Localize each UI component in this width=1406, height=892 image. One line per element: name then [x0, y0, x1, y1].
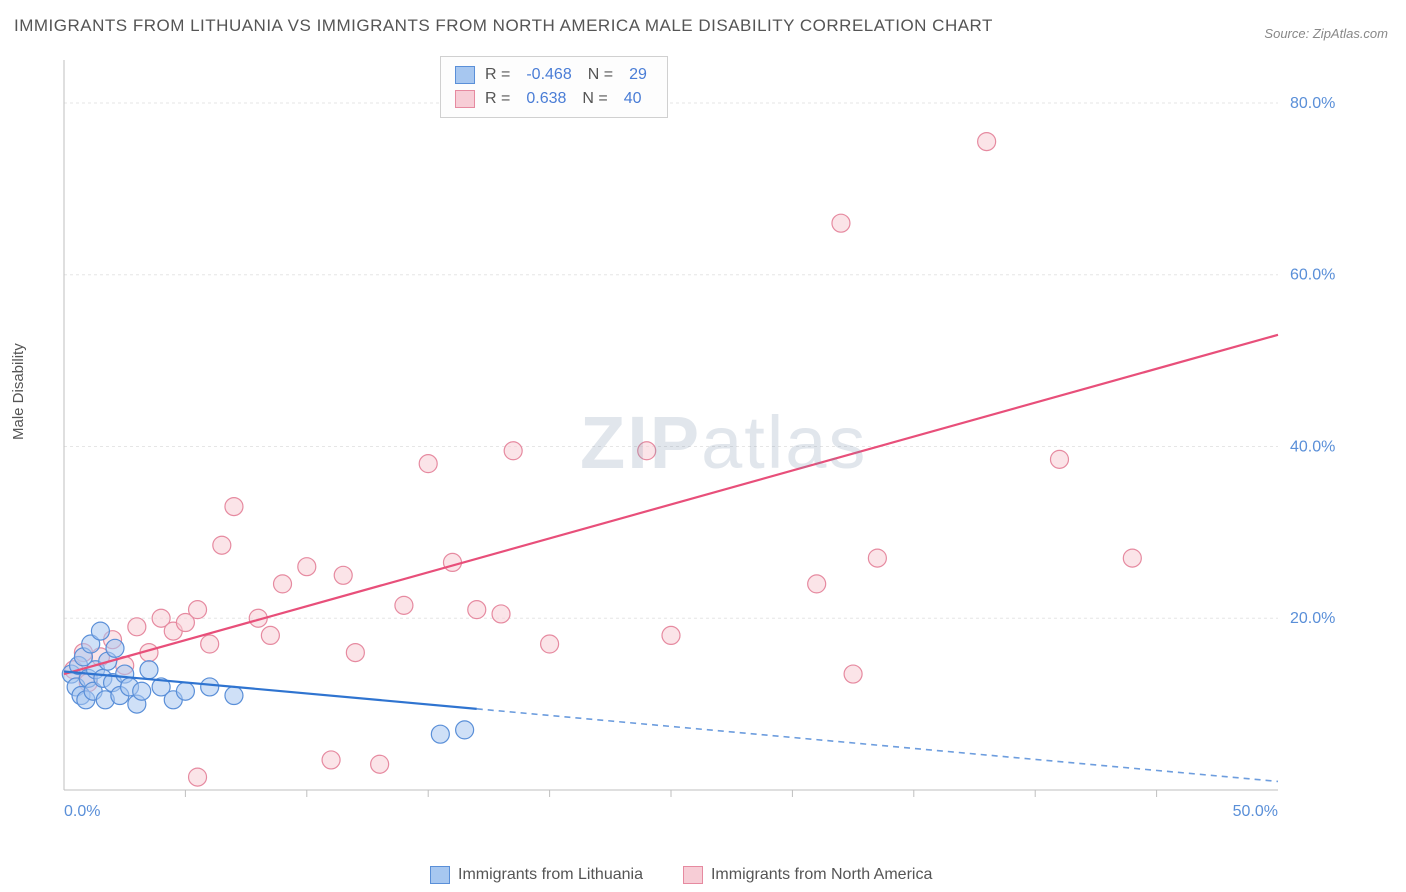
scatter-chart-svg: 20.0% 40.0% 60.0% 80.0% 0.0% 50.0%: [48, 50, 1388, 840]
bottom-legend: Immigrants from Lithuania Immigrants fro…: [430, 866, 932, 884]
svg-text:50.0%: 50.0%: [1233, 803, 1278, 820]
stats-swatch-series1: [455, 66, 475, 84]
y-axis-label: Male Disability: [10, 343, 27, 440]
stats-row-series2: R = 0.638 N = 40: [455, 87, 653, 111]
svg-text:20.0%: 20.0%: [1290, 610, 1335, 627]
source-name: ZipAtlas.com: [1313, 26, 1388, 41]
legend-item-series2: Immigrants from North America: [683, 866, 932, 884]
svg-text:80.0%: 80.0%: [1290, 95, 1335, 112]
n-value-series2: 40: [618, 87, 648, 111]
stats-swatch-series2: [455, 90, 475, 108]
legend-item-series1: Immigrants from Lithuania: [430, 866, 643, 884]
source-label: Source:: [1264, 26, 1309, 41]
legend-label-series1: Immigrants from Lithuania: [458, 866, 643, 884]
chart-title: IMMIGRANTS FROM LITHUANIA VS IMMIGRANTS …: [14, 16, 993, 36]
legend-label-series2: Immigrants from North America: [711, 866, 932, 884]
n-value-series1: 29: [623, 63, 653, 87]
n-label: N =: [582, 87, 607, 111]
legend-swatch-series1: [430, 866, 450, 884]
chart-area: 20.0% 40.0% 60.0% 80.0% 0.0% 50.0%: [48, 50, 1388, 840]
r-label: R =: [485, 63, 510, 87]
source-attribution: Source: ZipAtlas.com: [1264, 26, 1388, 41]
r-value-series1: -0.468: [520, 63, 577, 87]
svg-text:60.0%: 60.0%: [1290, 267, 1335, 284]
r-label: R =: [485, 87, 510, 111]
legend-swatch-series2: [683, 866, 703, 884]
r-value-series2: 0.638: [520, 87, 572, 111]
n-label: N =: [588, 63, 613, 87]
stats-row-series1: R = -0.468 N = 29: [455, 63, 653, 87]
correlation-stats-box: R = -0.468 N = 29 R = 0.638 N = 40: [440, 56, 668, 118]
svg-text:0.0%: 0.0%: [64, 803, 100, 820]
svg-text:40.0%: 40.0%: [1290, 438, 1335, 455]
